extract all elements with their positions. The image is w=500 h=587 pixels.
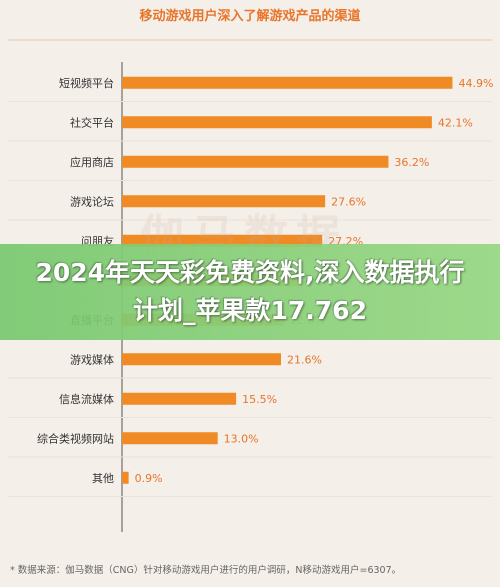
bar: [122, 471, 129, 484]
overlay-banner: 2024年天天彩免费资料,深入数据执行计划_苹果款17.762: [0, 244, 500, 340]
bar: [122, 392, 237, 405]
value-label: 36.2%: [394, 156, 429, 169]
value-label: 15.5%: [242, 393, 277, 406]
value-label: 27.6%: [331, 195, 366, 208]
value-label: 0.9%: [135, 472, 163, 485]
bar: [122, 76, 453, 89]
category-label: 其他: [92, 472, 114, 485]
bar: [122, 116, 432, 129]
bar: [122, 155, 389, 168]
value-label: 21.6%: [287, 353, 322, 366]
category-label: 综合类视频网站: [37, 431, 114, 445]
category-label: 信息流媒体: [59, 392, 114, 406]
bar: [122, 234, 323, 247]
value-label: 42.1%: [438, 116, 473, 129]
value-label: 44.9%: [458, 77, 493, 90]
bar: [122, 195, 326, 208]
bar: [122, 353, 281, 366]
value-label: 13.0%: [224, 432, 259, 445]
source-note: * 数据来源：伽马数据（CNG）针对移动游戏用户进行的用户调研，N移动游戏用户=…: [10, 564, 401, 576]
category-label: 社交平台: [70, 115, 114, 129]
chart-title: 移动游戏用户深入了解游戏产品的渠道: [139, 8, 360, 24]
banner-text: 2024年天天彩免费资料,深入数据执行计划_苹果款17.762: [35, 258, 465, 325]
category-label: 游戏媒体: [70, 352, 114, 366]
category-label: 短视频平台: [59, 76, 114, 90]
bar: [122, 432, 218, 445]
category-label: 游戏论坛: [70, 194, 114, 208]
category-label: 应用商店: [70, 155, 114, 169]
